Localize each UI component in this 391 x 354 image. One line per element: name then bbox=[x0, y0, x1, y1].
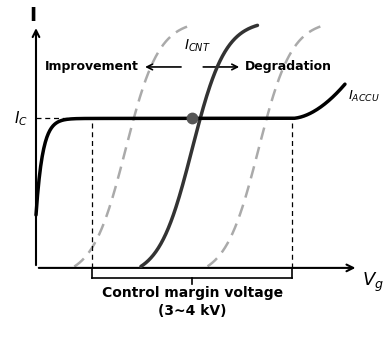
Text: I: I bbox=[29, 6, 36, 25]
Text: $V_g$: $V_g$ bbox=[362, 270, 384, 293]
Text: Improvement: Improvement bbox=[45, 61, 139, 74]
Text: $I_{ACCU}$: $I_{ACCU}$ bbox=[348, 89, 380, 104]
Text: Control margin voltage
(3~4 kV): Control margin voltage (3~4 kV) bbox=[102, 286, 283, 318]
Text: $I_C$: $I_C$ bbox=[14, 109, 28, 128]
Text: Degradation: Degradation bbox=[245, 61, 332, 74]
Text: $I_{CNT}$: $I_{CNT}$ bbox=[184, 38, 210, 54]
